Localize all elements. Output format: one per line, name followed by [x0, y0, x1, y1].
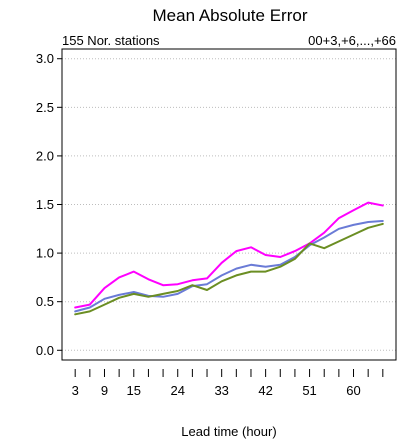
- y-tick-label: 1.5: [36, 197, 54, 212]
- plot-frame: [61, 48, 397, 361]
- series-line-1: [74, 201, 384, 309]
- x-tick-label: 9: [101, 383, 108, 398]
- x-tick-label: 3: [72, 383, 79, 398]
- y-tick-label: 0.0: [36, 343, 54, 358]
- y-tick-label: 2.0: [36, 148, 54, 163]
- y-tick-label: 0.5: [36, 294, 54, 309]
- series-line-2: [74, 220, 384, 313]
- series-layer: [74, 201, 384, 316]
- chart-title: Mean Absolute Error: [153, 6, 308, 25]
- x-tick-label: 15: [127, 383, 141, 398]
- x-axis-label: Lead time (hour): [181, 424, 276, 439]
- y-tick-label: 2.5: [36, 100, 54, 115]
- x-axis: 3 9 15 24 33 42 51 60: [72, 369, 384, 398]
- x-tick-label: 60: [346, 383, 360, 398]
- series-line-3: [74, 222, 384, 316]
- y-tick-label: 3.0: [36, 51, 54, 66]
- x-tick-label: 33: [214, 383, 228, 398]
- y-axis: 0.0 0.5 1.0 1.5 2.0 2.5 3.0: [36, 51, 62, 358]
- x-tick-label: 42: [258, 383, 272, 398]
- chart-subtitle-left: 155 Nor. stations: [62, 33, 160, 48]
- x-tick-label: 51: [302, 383, 316, 398]
- y-tick-label: 1.0: [36, 246, 54, 261]
- grid-layer: [62, 58, 396, 351]
- x-tick-label: 24: [170, 383, 184, 398]
- chart-subtitle-right: 00+3,+6,...,+66: [308, 33, 396, 48]
